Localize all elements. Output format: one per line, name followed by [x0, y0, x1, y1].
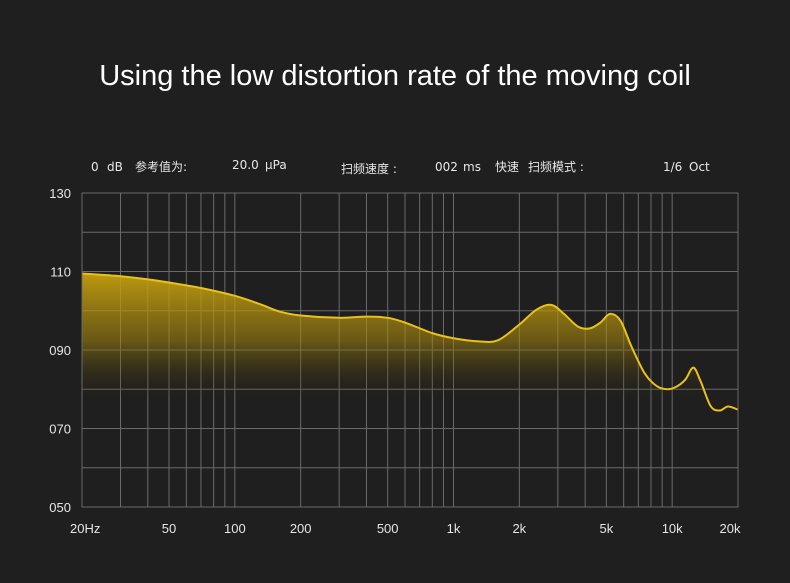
- chart-title: Using the low distortion rate of the mov…: [99, 60, 691, 92]
- response-area: [82, 273, 738, 411]
- response-curve: [81, 272, 739, 412]
- y-tick-label: 110: [50, 265, 71, 280]
- ref-label: 参考值为:: [135, 160, 188, 174]
- resolution-value: 1/6: [663, 160, 683, 174]
- sweep-mode-label: 扫频模式 :: [528, 160, 584, 174]
- plot-frame: [81, 192, 739, 508]
- x-tick-label: 200: [290, 521, 312, 536]
- measurement-info: 0 dB 参考值为: 20.0 μPa 扫频速度 : 002 ms 快速 扫频模…: [0, 158, 790, 184]
- y-tick-label: 090: [49, 343, 71, 358]
- x-tick-label: 500: [377, 521, 399, 536]
- sweep-speed-label: 扫频速度 :: [341, 162, 397, 176]
- sweep-speed-value: 002: [435, 160, 458, 174]
- resolution-unit: Oct: [689, 160, 710, 174]
- x-tick-label: 1k: [447, 521, 461, 536]
- x-tick-label: 50: [162, 521, 176, 536]
- x-tick-label: 20k: [720, 521, 741, 536]
- ref-level-unit: dB: [107, 160, 123, 174]
- x-tick-label: 5k: [599, 521, 613, 536]
- y-tick-label: 050: [49, 500, 71, 515]
- x-tick-label: 20Hz: [70, 521, 100, 536]
- x-axis-ticks: 20Hz 50 100 200 500 1k 2k 5k 10k 20k: [70, 521, 741, 536]
- x-tick-label: 10k: [662, 521, 683, 536]
- ref-unit: μPa: [265, 158, 287, 172]
- ref-value: 20.0: [232, 158, 259, 172]
- x-tick-label: 100: [224, 521, 246, 536]
- ref-level-value: 0: [91, 160, 99, 174]
- y-tick-label: 130: [49, 186, 71, 201]
- y-axis-ticks: 130 110 090 070 050: [49, 186, 71, 515]
- x-tick-label: 2k: [512, 521, 526, 536]
- sweep-speed-unit: ms: [463, 160, 481, 174]
- y-tick-label: 070: [49, 422, 71, 437]
- fast-label: 快速: [495, 160, 520, 174]
